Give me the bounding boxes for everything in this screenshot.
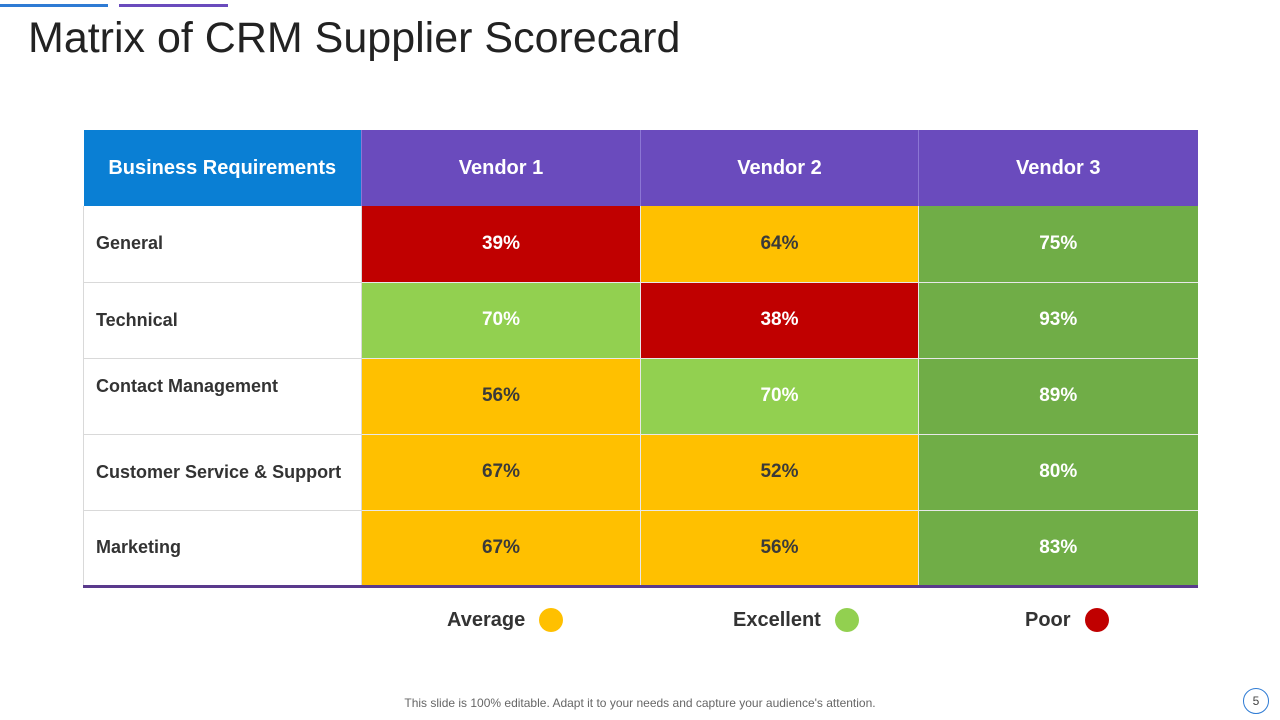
header-business-requirements: Business Requirements (83, 130, 362, 206)
page-number: 5 (1243, 688, 1269, 714)
legend-poor: Poor (1025, 604, 1109, 636)
legend-label: Average (447, 608, 526, 631)
score-cell: 38% (640, 282, 919, 359)
legend-dot-excellent (834, 608, 859, 632)
row-label: Technical (83, 282, 362, 359)
score-cell: 52% (640, 434, 919, 511)
score-cell: 39% (361, 206, 641, 283)
legend-excellent: Excellent (733, 604, 859, 636)
legend-dot-average (539, 608, 564, 632)
row-label: General (83, 206, 362, 283)
score-cell: 56% (361, 358, 641, 435)
score-cell: 83% (918, 510, 1198, 586)
legend-dot-poor (1084, 608, 1109, 632)
score-cell: 67% (361, 510, 641, 586)
footer-note: This slide is 100% editable. Adapt it to… (404, 696, 876, 710)
score-cell: 93% (918, 282, 1198, 359)
legend-average: Average (447, 604, 564, 636)
score-cell: 80% (918, 434, 1198, 511)
score-cell: 89% (918, 358, 1198, 435)
score-cell: 56% (640, 510, 919, 586)
row-label: Contact Management (83, 358, 362, 435)
score-cell: 67% (361, 434, 641, 511)
accent-line-purple (119, 4, 228, 7)
table-row-technical: Technical 70% 38% 93% (83, 282, 1198, 359)
legend-label: Excellent (733, 608, 821, 631)
header-vendor-3: Vendor 3 (918, 130, 1198, 206)
table-row-marketing: Marketing 67% 56% 83% (83, 510, 1198, 586)
row-label: Customer Service & Support (83, 434, 362, 511)
header-vendor-1: Vendor 1 (361, 130, 641, 206)
table-row-customer-service: Customer Service & Support 67% 52% 80% (83, 434, 1198, 511)
header-vendor-2: Vendor 2 (640, 130, 919, 206)
page-title: Matrix of CRM Supplier Scorecard (28, 14, 681, 62)
table-row-contact-management: Contact Management 56% 70% 89% (83, 358, 1198, 435)
header-row: Business Requirements Vendor 1 Vendor 2 … (83, 130, 1198, 206)
score-cell: 70% (640, 358, 919, 435)
table-row-general: General 39% 64% 75% (83, 206, 1198, 283)
accent-line-blue (0, 4, 108, 7)
score-cell: 75% (918, 206, 1198, 283)
score-cell: 64% (640, 206, 919, 283)
legend-label: Poor (1025, 608, 1071, 631)
score-cell: 70% (361, 282, 641, 359)
scorecard-table: Business Requirements Vendor 1 Vendor 2 … (83, 130, 1198, 588)
row-label: Marketing (83, 510, 362, 586)
